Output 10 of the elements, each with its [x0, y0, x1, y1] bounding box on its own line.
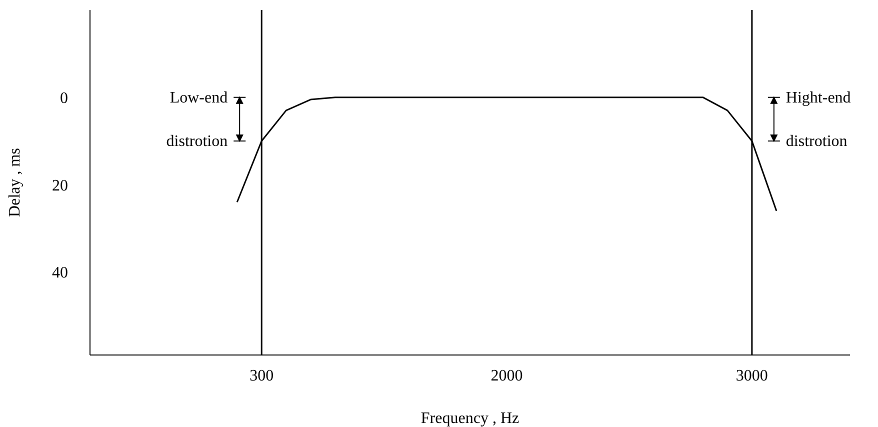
y-tick-label: 40: [52, 264, 68, 282]
x-axis-title: Frequency , Hz: [420, 410, 520, 427]
y-tick-label: 20: [52, 177, 68, 194]
x-tick-label: 3000: [736, 367, 768, 384]
x-tick-label: 300: [250, 367, 274, 384]
y-tick-label: 0: [60, 90, 68, 108]
y-axis-title: Delay , ms: [6, 148, 24, 217]
text: Hight-end distrotion: [786, 89, 851, 150]
text: Low-end distrotion: [166, 89, 228, 150]
x-tick-label: 2000: [490, 367, 523, 384]
